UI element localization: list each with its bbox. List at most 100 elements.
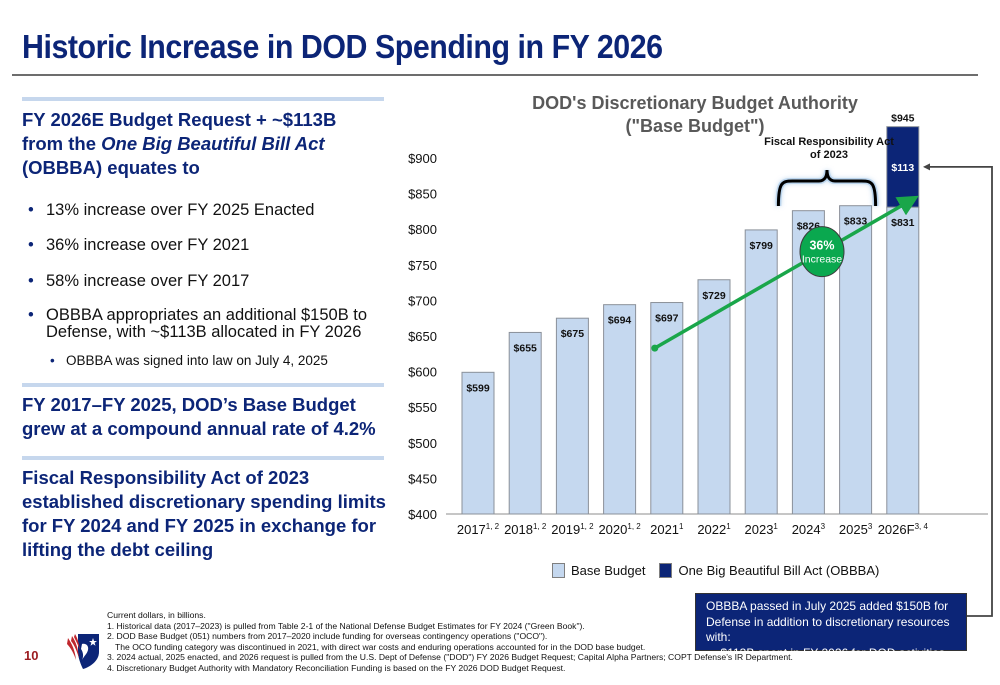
callout-line: OBBBA passed in July 2025 added $150B fo… xyxy=(706,599,949,613)
footnote: 1. Historical data (2017–2023) is pulled… xyxy=(107,620,585,631)
bar-base-budget xyxy=(650,302,684,515)
section-divider xyxy=(22,456,384,460)
bullet-text: 58% increase over FY 2017 xyxy=(46,272,250,290)
x-tick-label: 20211 xyxy=(650,522,684,537)
trend-start-dot xyxy=(651,344,659,352)
page-number: 10 xyxy=(24,648,39,663)
legend-label-obbba: One Big Beautiful Bill Act (OBBBA) xyxy=(678,563,880,578)
bullet-text: OBBBA appropriates an additional $150B t… xyxy=(46,306,368,341)
x-tick-label: 2026F3, 4 xyxy=(878,522,929,537)
y-tick-label: $600 xyxy=(408,365,437,380)
footnotes: Current dollars, in billions. 1. Histori… xyxy=(107,610,793,673)
section-divider xyxy=(22,383,384,387)
bar-data-label: $675 xyxy=(561,328,585,340)
bar-base-budget xyxy=(461,371,495,515)
bar-base-budget xyxy=(508,331,542,515)
heading-line: from the One Big Beautiful Bill Act xyxy=(22,132,392,156)
bar-base-budget xyxy=(839,205,873,515)
bar-data-label: $831 xyxy=(891,217,915,229)
bar-data-label: $655 xyxy=(514,342,538,354)
sub-bullet-text: OBBBA was signed into law on July 4, 202… xyxy=(66,353,328,368)
bullet-icon: • xyxy=(50,353,55,368)
x-tick-label: 20231 xyxy=(745,522,779,537)
heading-line: grew at a compound annual rate of 4.2% xyxy=(22,418,376,439)
bar-base-budget xyxy=(744,229,778,515)
bar-data-label: $729 xyxy=(702,290,726,302)
x-tick-label: 20191, 2 xyxy=(551,522,594,537)
bullet-icon: • xyxy=(28,306,34,324)
heading-budget-request: FY 2026E Budget Request + ~$113B from th… xyxy=(22,108,392,180)
x-tick-label: 20221 xyxy=(697,522,731,537)
title-divider xyxy=(12,74,978,76)
bullet-text: 13% increase over FY 2025 Enacted xyxy=(46,201,315,219)
bar-obbba xyxy=(886,126,920,208)
y-tick-label: $850 xyxy=(408,187,437,202)
y-tick-label: $800 xyxy=(408,222,437,237)
y-tick-label: $400 xyxy=(408,507,437,522)
y-tick-label: $500 xyxy=(408,436,437,451)
brace-label: of 2023 xyxy=(810,149,848,161)
chart-legend: Base Budget One Big Beautiful Bill Act (… xyxy=(552,563,879,578)
bar-data-label: $694 xyxy=(608,315,632,327)
bar-base-budget xyxy=(555,317,589,515)
obbba-callout: OBBBA passed in July 2025 added $150B fo… xyxy=(695,593,967,660)
y-tick-label: $650 xyxy=(408,329,437,344)
heading-line: FY 2026E Budget Request + ~$113B xyxy=(22,109,337,130)
footnote: 2. DOD Base Budget (051) numbers from 20… xyxy=(107,631,548,641)
heading-line: for FY 2024 and FY 2025 in exchange for xyxy=(22,515,377,536)
footnote: The OCO funding category was discontinue… xyxy=(115,641,646,652)
y-tick-label: $900 xyxy=(408,151,437,166)
chart-title: DOD's Discretionary Budget Authority ("B… xyxy=(500,92,890,138)
bar-data-label: $799 xyxy=(750,240,774,252)
bar-base-budget xyxy=(603,304,637,515)
company-logo-icon xyxy=(67,634,99,669)
x-tick-label: 20243 xyxy=(792,522,826,537)
bar-data-label: $599 xyxy=(466,382,490,394)
page-title: Historic Increase in DOD Spending in FY … xyxy=(22,28,663,65)
heading-fiscal-act: Fiscal Responsibility Act of 2023 establ… xyxy=(22,466,392,562)
footnote: 4. Discretionary Budget Authority with M… xyxy=(107,662,566,673)
increase-badge xyxy=(799,226,845,278)
y-tick-label: $750 xyxy=(408,258,437,273)
legend-swatch-obbba xyxy=(659,563,673,578)
brace-icon xyxy=(776,169,878,207)
chart-title-line: DOD's Discretionary Budget Authority xyxy=(532,93,858,113)
footnote: 3. 2024 actual, 2025 enacted, and 2026 r… xyxy=(107,652,793,662)
heading-text: from the xyxy=(22,133,102,154)
callout-connector-arrow xyxy=(922,163,993,617)
legend-swatch-base-budget xyxy=(552,563,565,578)
bullet-icon: • xyxy=(28,236,34,254)
bullet-icon: • xyxy=(28,272,34,290)
bar-data-label: $833 xyxy=(844,216,868,228)
x-tick-label: 20253 xyxy=(839,522,873,537)
section-divider xyxy=(22,97,384,101)
bar-base-budget xyxy=(886,206,920,515)
heading-line: Fiscal Responsibility Act of 2023 xyxy=(22,467,310,488)
callout-line: Defense in addition to discretionary res… xyxy=(706,614,950,645)
obbba-data-label: $113 xyxy=(891,162,914,174)
bullet-text: 36% increase over FY 2021 xyxy=(46,236,250,254)
total-data-label: $945 xyxy=(891,113,915,125)
heading-line: (OBBBA) equates to xyxy=(22,157,200,178)
y-tick-label: $550 xyxy=(408,400,437,415)
increase-badge-value: 36% xyxy=(809,239,834,253)
y-tick-label: $450 xyxy=(408,471,437,486)
y-tick-label: $700 xyxy=(408,293,437,308)
brace-label: Fiscal Responsibility Act xyxy=(764,136,894,148)
legend-label-base-budget: Base Budget xyxy=(571,563,646,578)
increase-badge-label: Increase xyxy=(802,254,842,266)
heading-line: lifting the debt ceiling xyxy=(22,539,214,560)
x-tick-label: 20171, 2 xyxy=(457,522,500,537)
chart-subtitle: ("Base Budget") xyxy=(625,116,765,136)
bullet-icon: • xyxy=(28,201,34,219)
trend-arrow xyxy=(653,195,919,350)
bar-data-label: $697 xyxy=(655,313,679,325)
x-tick-label: 20201, 2 xyxy=(598,522,641,537)
heading-line: established discretionary spending limit… xyxy=(22,491,386,512)
bill-name: One Big Beautiful Bill Act xyxy=(101,133,325,154)
x-tick-label: 20181, 2 xyxy=(504,522,547,537)
callout-line: • ~$113B spent in FY 2026 for DOD activi… xyxy=(706,645,945,660)
heading-line: FY 2017–FY 2025, DOD’s Base Budget xyxy=(22,394,356,415)
footnote: Current dollars, in billions. xyxy=(107,610,206,620)
